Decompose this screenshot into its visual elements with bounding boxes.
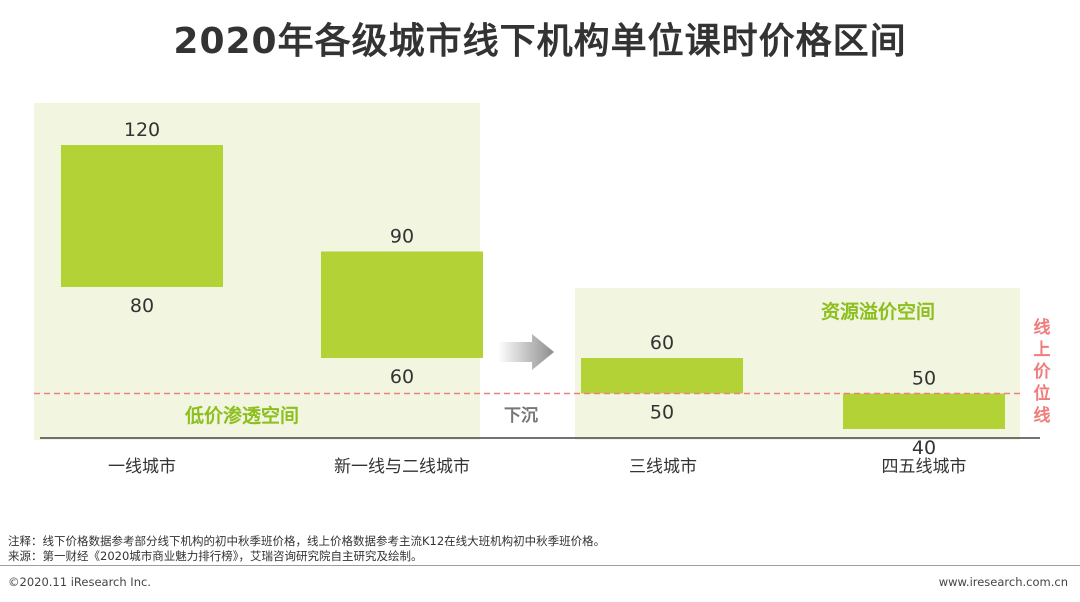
bar-high-label: 50 xyxy=(912,368,936,390)
sink-arrow-icon xyxy=(498,334,554,370)
category-label: 三线城市 xyxy=(629,457,697,477)
bar-high-label: 90 xyxy=(390,226,414,248)
range-bar-1 xyxy=(61,145,223,287)
category-label: 四五线城市 xyxy=(882,457,967,477)
online-line-label-char: 位 xyxy=(1034,383,1051,404)
page-title: 2020年各级城市线下机构单位课时价格区间 xyxy=(173,21,907,62)
low-zone-label: 低价渗透空间 xyxy=(184,404,299,427)
online-line-label-char: 线 xyxy=(1034,317,1051,338)
bar-low-label: 60 xyxy=(390,366,414,388)
sink-label: 下沉 xyxy=(504,405,538,426)
premium-zone-label: 资源溢价空间 xyxy=(821,300,935,323)
website-link[interactable]: www.iresearch.com.cn xyxy=(938,575,1068,589)
bar-low-label: 40 xyxy=(912,437,936,459)
bar-low-label: 50 xyxy=(650,402,674,424)
note-text: 注释：线下价格数据参考部分线下机构的初中秋季班价格，线上价格数据参考主流K12在… xyxy=(8,534,606,548)
category-label: 一线城市 xyxy=(108,457,176,477)
online-line-label-char: 上 xyxy=(1034,340,1051,360)
range-bar-2 xyxy=(321,251,483,358)
bar-high-label: 120 xyxy=(124,119,160,141)
bar-high-label: 60 xyxy=(650,332,674,354)
source-text: 来源：第一财经《2020城市商业魅力排行榜》，艾瑞咨询研究院自主研究及绘制。 xyxy=(8,549,423,563)
online-line-label-char: 价 xyxy=(1034,362,1052,382)
range-bar-3 xyxy=(581,358,743,394)
online-line-label-char: 线 xyxy=(1034,405,1051,426)
footer-divider xyxy=(0,565,1080,566)
category-label: 新一线与二线城市 xyxy=(334,457,470,477)
copyright-text: ©2020.11 iResearch Inc. xyxy=(8,575,151,589)
bar-low-label: 80 xyxy=(130,295,154,317)
range-bar-4 xyxy=(843,393,1005,429)
